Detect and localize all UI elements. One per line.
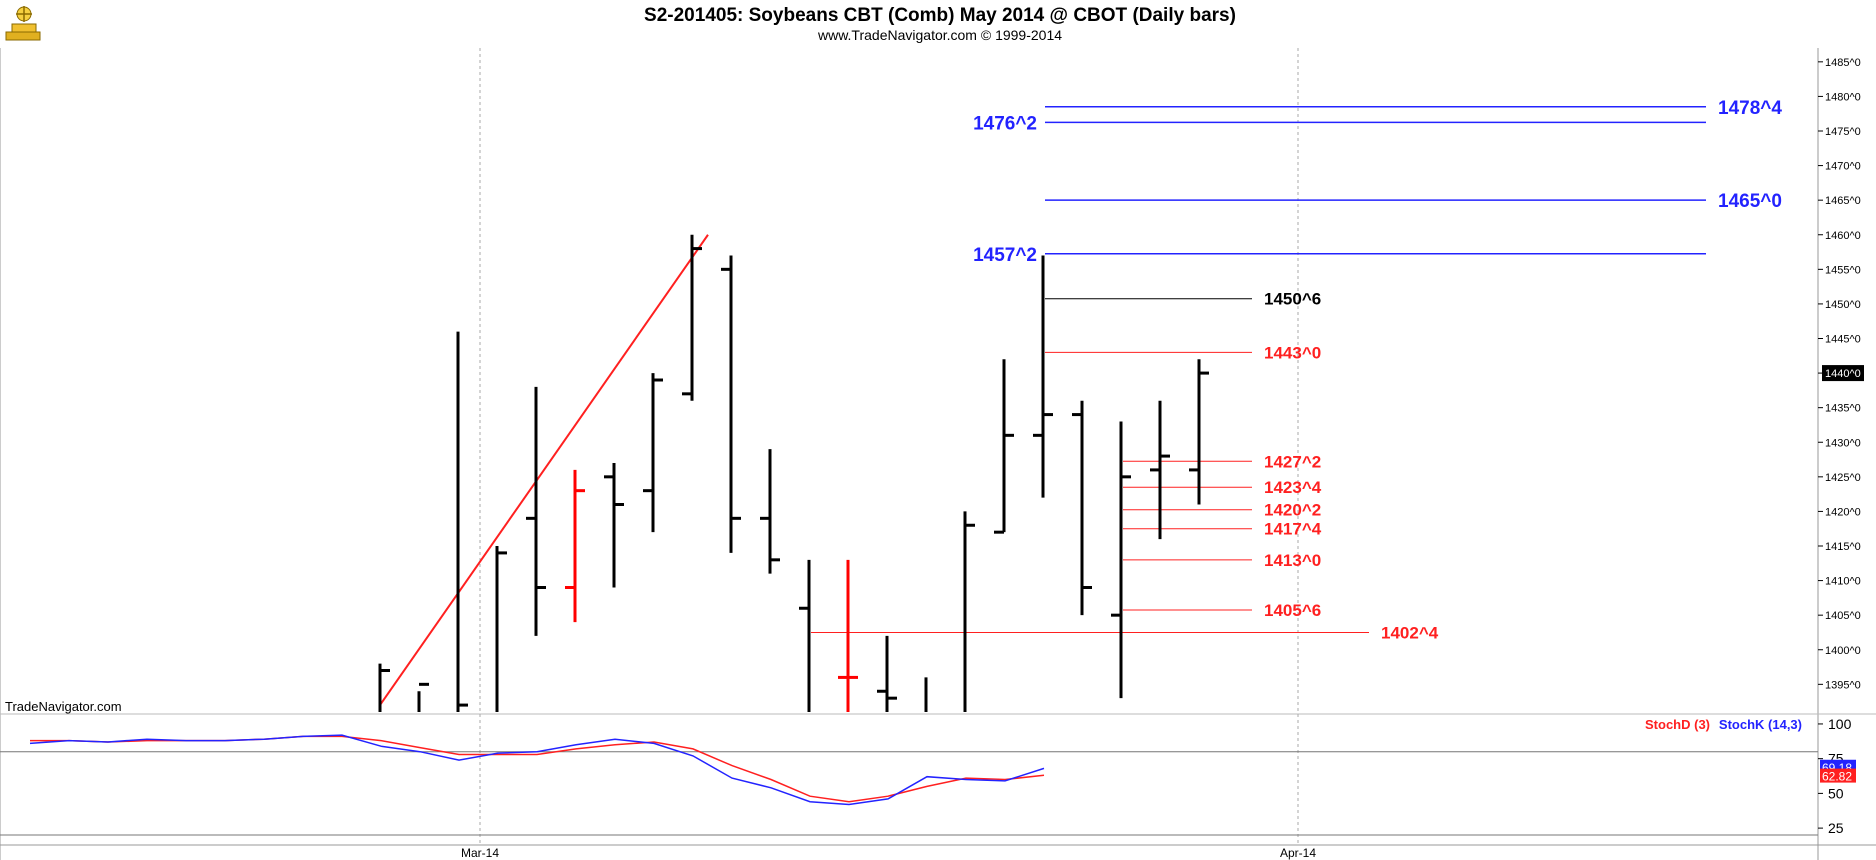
ohlc-bar [799,559,811,712]
projection-label: 1478^4 [1718,98,1782,119]
retracement-label: 1450^6 [1264,290,1321,309]
oscillator-tick-label: 25 [1828,820,1844,836]
ohlc-bar [1072,400,1092,616]
ohlc-bar [495,546,507,712]
price-tick-label: 1395^0 [1825,679,1861,691]
axis-layer: Mar-14 Apr-14 1395^0 1400^0 1405^0 1410^0 1415… [461,57,1864,860]
price-tick-label: 1465^0 [1825,195,1861,207]
price-tick-label: 1445^0 [1825,334,1861,346]
retracement-label: 1420^2 [1264,501,1321,520]
ohlc-bar [526,386,546,636]
price-tick-label: 1450^0 [1825,299,1861,311]
time-axis-label: Mar-14 [461,846,499,860]
bars-layer [378,234,1209,712]
ohlc-bar [994,359,1014,534]
projection-label: 1457^2 [973,245,1037,266]
oscillator-tick-label: 50 [1828,785,1844,801]
chart-title: S2-201405: Soybeans CBT (Comb) May 2014 … [644,5,1236,26]
ohlc-bar [417,682,429,712]
price-tick-label: 1415^0 [1825,541,1861,553]
ohlc-bar [721,255,741,553]
stoch-d-value-tag [1820,768,1856,783]
stoch-k-line [29,734,1045,806]
price-tick-label: 1400^0 [1825,645,1861,657]
ohlc-bar [643,373,663,533]
levels-layer: 1478^4 1476^2 1465^0 1457^2 1450^6 1443^0 1427… [379,98,1782,706]
ohlc-bar [1150,400,1170,540]
watermark: TradeNavigator.com [5,699,122,714]
ohlc-bar [1189,359,1209,505]
retracement-label: 1417^4 [1264,520,1322,539]
price-tick-label: 1405^0 [1825,610,1861,622]
ohlc-bar [877,635,897,712]
last-price-label: 1440^0 [1825,368,1861,380]
price-tick-label: 1480^0 [1825,91,1861,103]
projection-label: 1465^0 [1718,191,1782,212]
trend-line [379,234,709,706]
price-tick-label: 1460^0 [1825,230,1861,242]
legend-stoch-d: StochD (3) [1645,717,1710,732]
last-price-tag [1822,365,1864,382]
retracement-label: 1405^6 [1264,601,1321,620]
ohlc-bar [760,449,780,574]
ohlc-bar [604,463,624,588]
ohlc-bar [1033,255,1053,498]
retracement-label: 1443^0 [1264,343,1321,362]
retracement-label: 1413^0 [1264,551,1321,570]
grid-layer [0,48,1876,860]
tradenavigator-logo-icon [5,6,41,41]
oscillator-tick-label: 100 [1828,716,1852,732]
chart-subtitle: www.TradeNavigator.com © 1999-2014 [817,27,1062,43]
ohlc-bar [682,234,702,401]
ohlc-bar [456,331,468,712]
price-tick-label: 1475^0 [1825,126,1861,138]
price-tick-label: 1430^0 [1825,437,1861,449]
retracement-label: 1402^4 [1381,623,1439,642]
ohlc-bar [1111,421,1131,699]
ohlc-bar [565,469,585,623]
stoch-d-value: 62.82 [1822,770,1852,784]
retracement-label: 1427^2 [1264,452,1321,471]
ohlc-bar [924,677,928,712]
retracement-label: 1423^4 [1264,478,1322,497]
ohlc-bar [378,663,390,712]
ohlc-bar [838,559,858,712]
price-tick-label: 1410^0 [1825,576,1861,588]
time-axis-label: Apr-14 [1280,846,1316,860]
price-tick-label: 1435^0 [1825,403,1861,415]
projection-label: 1476^2 [973,113,1037,134]
price-tick-label: 1455^0 [1825,264,1861,276]
price-tick-label: 1485^0 [1825,57,1861,69]
price-tick-label: 1420^0 [1825,506,1861,518]
price-tick-label: 1470^0 [1825,161,1861,173]
ohlc-bar [963,511,975,712]
legend-stoch-k: StochK (14,3) [1719,717,1802,732]
price-tick-label: 1425^0 [1825,472,1861,484]
